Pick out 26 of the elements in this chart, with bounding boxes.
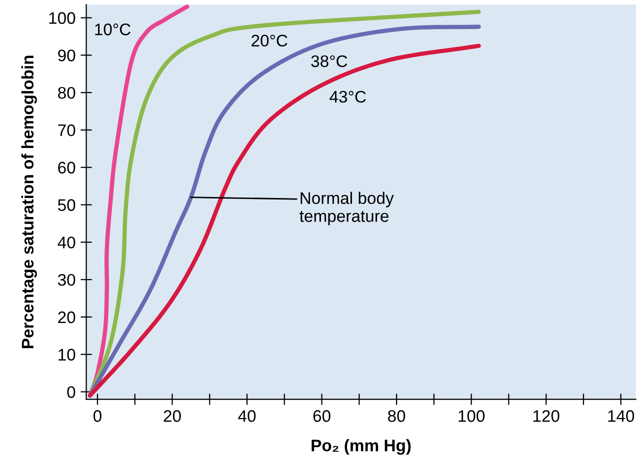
y-axis-title: Percentage saturation of hemoglobin [21, 56, 37, 348]
series-label: 20°C [252, 34, 288, 47]
y-tick-label: 70 [58, 124, 76, 136]
annotation: Normal body temperature [300, 192, 394, 226]
y-tick-label: 50 [58, 199, 76, 211]
x-tick-label: 60 [313, 410, 330, 422]
y-tick-label: 90 [58, 50, 76, 62]
y-tick-label: 0 [67, 386, 76, 398]
y-tick-label: 20 [58, 311, 76, 324]
y-tick-label: 100 [49, 12, 76, 24]
y-tick-label: 10 [58, 348, 76, 361]
x-tick-label: 140 [608, 410, 634, 422]
y-tick-label: 60 [58, 162, 76, 174]
y-tick-label: 30 [58, 274, 76, 286]
series-label: 43°C [330, 90, 366, 103]
x-tick-label: 100 [458, 410, 485, 422]
series-label: 38°C [311, 55, 348, 68]
y-tick-label: 80 [58, 86, 76, 99]
x-tick-label: 120 [533, 410, 560, 422]
y-tick-label: 40 [58, 236, 76, 248]
x-tick-label: 20 [164, 410, 181, 422]
x-tick-label: 0 [93, 410, 102, 422]
series-label: 10°C [95, 24, 130, 36]
x-tick-label: 80 [388, 410, 406, 422]
x-tick-label: 40 [238, 410, 256, 422]
x-axis-title: Po₂ (mm Hg) [312, 439, 411, 455]
